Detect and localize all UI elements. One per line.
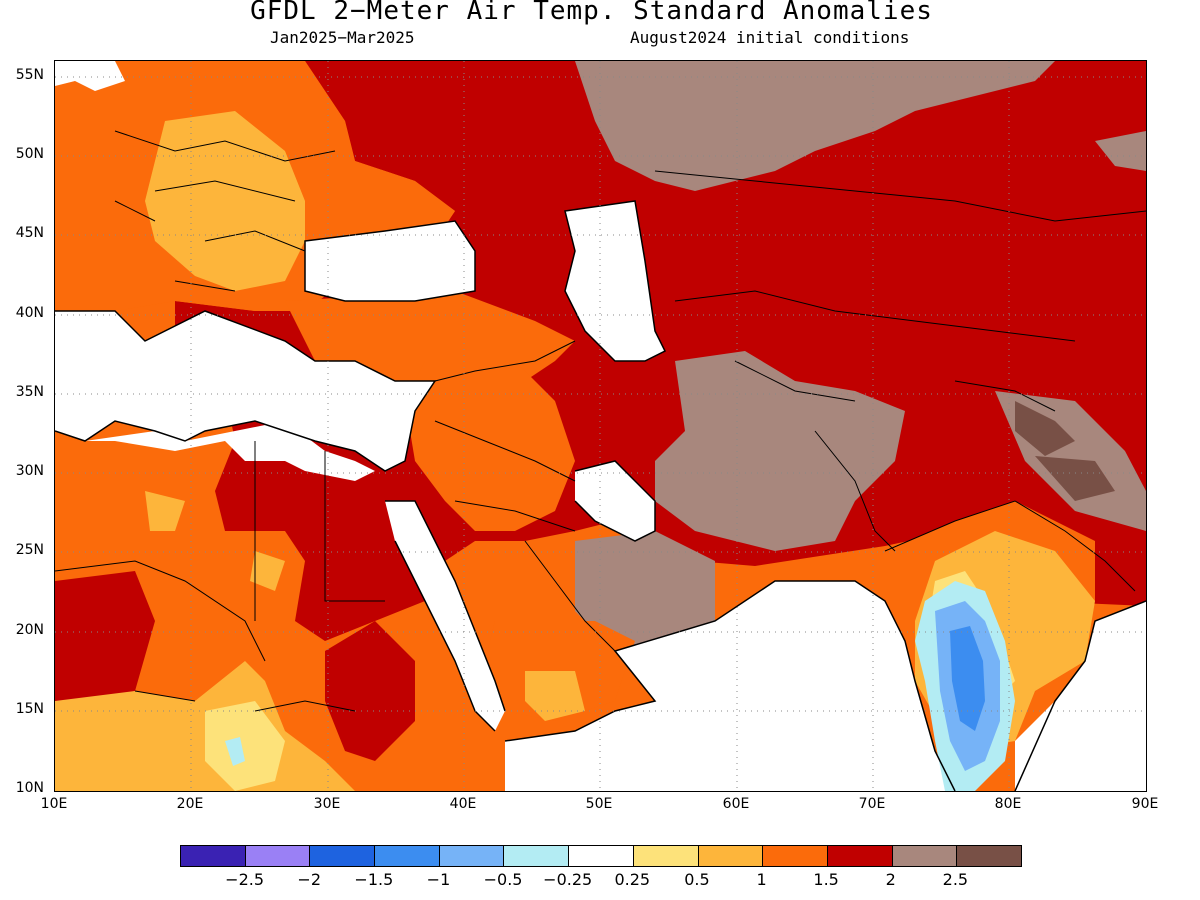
anomaly-region-brown-afghan [655, 351, 905, 551]
legend-color-swatch [375, 846, 440, 866]
lat-tick-label: 35N [15, 384, 44, 400]
lat-tick-label: 10N [15, 780, 44, 796]
lon-tick-label: 10E [40, 796, 68, 812]
legend-color-swatch [957, 846, 1021, 866]
anomaly-map [54, 60, 1147, 792]
north-sea-white [55, 61, 125, 91]
red-sea [385, 501, 505, 731]
lon-tick-label: 30E [313, 796, 341, 812]
lon-tick-label: 20E [176, 796, 204, 812]
black-sea [305, 221, 475, 301]
borders-middle-east [434, 340, 616, 652]
legend-tick-label: −1.5 [354, 870, 394, 889]
borders-india [884, 500, 1136, 592]
legend-tick-label: 0.5 [684, 870, 710, 889]
libya-desert-white [85, 421, 375, 481]
coastline-red-sea [385, 500, 506, 732]
anomaly-region-red-africa [55, 571, 415, 761]
anomaly-region-lightyellow-africa [205, 701, 285, 791]
forecast-period: Jan2025−Mar2025 [270, 28, 415, 47]
borders-africa [55, 441, 385, 712]
lat-tick-label: 30N [15, 463, 44, 479]
legend-color-swatch [827, 846, 893, 866]
coastline-persian-gulf [574, 460, 656, 542]
coastline-mediterranean [55, 310, 437, 472]
borders-europe [114, 130, 336, 292]
legend-color-swatch [698, 846, 764, 866]
legend-tick-label: 2.5 [942, 870, 969, 889]
country-borders [55, 130, 1146, 712]
legend-color-swatch [504, 846, 570, 866]
legend-color-swatch [633, 846, 699, 866]
chart-title: GFDL 2−Meter Air Temp. Standard Anomalie… [250, 0, 933, 26]
anomaly-region-brown-east [1095, 131, 1146, 171]
lat-tick-label: 55N [15, 67, 44, 83]
legend-tick-label: 1 [756, 870, 767, 889]
lon-tick-label: 70E [858, 796, 886, 812]
lat-tick-label: 50N [15, 146, 44, 162]
lon-tick-label: 40E [449, 796, 477, 812]
neutral-regions [55, 61, 1146, 791]
legend-color-swatch [181, 846, 246, 866]
lon-tick-label: 50E [585, 796, 613, 812]
anomaly-region-orange-libya [145, 491, 285, 591]
map-canvas [55, 61, 1146, 791]
lon-tick-label: 80E [994, 796, 1022, 812]
lat-tick-label: 15N [15, 701, 44, 717]
legend-color-swatch [892, 846, 958, 866]
lat-tick-label: 25N [15, 542, 44, 558]
lat-tick-label: 20N [15, 622, 44, 638]
legend-tick-label: −2.5 [225, 870, 265, 889]
coastlines [55, 200, 1146, 791]
legend-tick-label: 0.25 [614, 870, 651, 889]
arabian-sea [505, 581, 955, 791]
anomaly-region-orange-saudi [405, 361, 575, 531]
legend-tick-label: −2 [297, 870, 322, 889]
borders-central-asia [654, 170, 1146, 552]
anomaly-region-cool-africa [225, 737, 245, 766]
legend-tick-label: −0.5 [483, 870, 523, 889]
legend-color-swatch [439, 846, 505, 866]
lat-tick-label: 40N [15, 305, 44, 321]
lat-tick-label: 45N [15, 225, 44, 241]
legend-tick-label: −0.25 [543, 870, 593, 889]
anomaly-region-yellow-yemen [525, 671, 585, 721]
legend-color-swatch [763, 846, 828, 866]
initial-conditions: August2024 initial conditions [630, 28, 910, 47]
mediterranean-sea [55, 311, 435, 471]
legend-tick-label: 1.5 [813, 870, 839, 889]
coastline-arabia [504, 580, 956, 791]
legend-tick-label: 2 [885, 870, 896, 889]
lon-tick-label: 90E [1131, 796, 1159, 812]
color-legend-bar [180, 845, 1022, 867]
caspian-sea [565, 201, 665, 361]
legend-color-swatch [245, 846, 311, 866]
anomaly-region-cool-blue [950, 626, 985, 731]
bay-of-bengal [1015, 601, 1146, 791]
coastline-caspian [564, 200, 667, 362]
legend-color-swatch [569, 846, 634, 866]
legend-tick-label: −1 [426, 870, 451, 889]
anomaly-region-darkbrown-tibet [1015, 401, 1115, 501]
legend-color-swatch [310, 846, 376, 866]
anomaly-region-brown-north [575, 61, 1055, 191]
lon-tick-label: 60E [722, 796, 750, 812]
coastline-black-sea [304, 220, 476, 302]
coastline-india-east [1014, 600, 1146, 791]
